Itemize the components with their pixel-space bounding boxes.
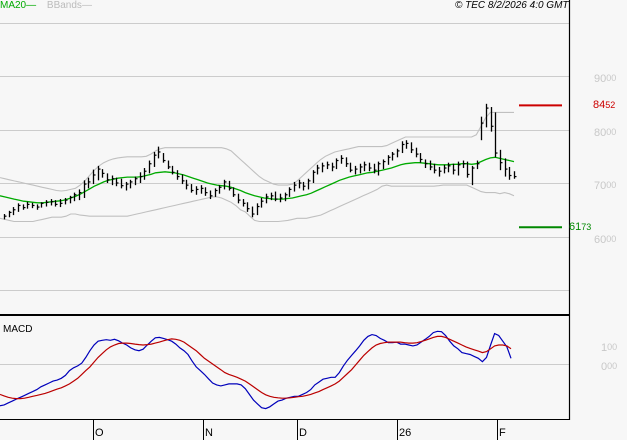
time-axis-label: O [95,427,104,439]
legend-bbands: BBands— [46,0,92,11]
price-gridlines [0,23,569,365]
time-axis-label: D [299,427,307,439]
time-axis-label: N [205,427,213,439]
bollinger-bands [0,111,515,223]
price-axis-label: 9000 [594,73,617,85]
time-axis-label: 26 [399,427,412,439]
support-resistance-lines [519,104,562,229]
price-axis-label: 8000 [594,126,617,139]
macd-title: MACD [3,324,33,335]
resistance-label: 8452 [593,99,616,111]
chart-frame [0,0,571,440]
support-label: 6173 [569,221,592,233]
macd-axis-label: 000 [601,361,618,373]
copyright-timestamp: © TEC 8/2/2026 4:0 GMT [455,0,569,11]
time-axis-label: F [499,427,506,439]
legend-ma20: MA20— [0,0,37,11]
macd-lines [0,330,512,410]
price-axis-label: 7000 [594,180,617,192]
ma20-line [0,156,515,204]
price-axis-label: 6000 [594,233,617,246]
chart-legend: MA20— BBands— [0,0,92,12]
price-bars [3,103,517,220]
macd-axis-label: 100 [601,342,618,354]
